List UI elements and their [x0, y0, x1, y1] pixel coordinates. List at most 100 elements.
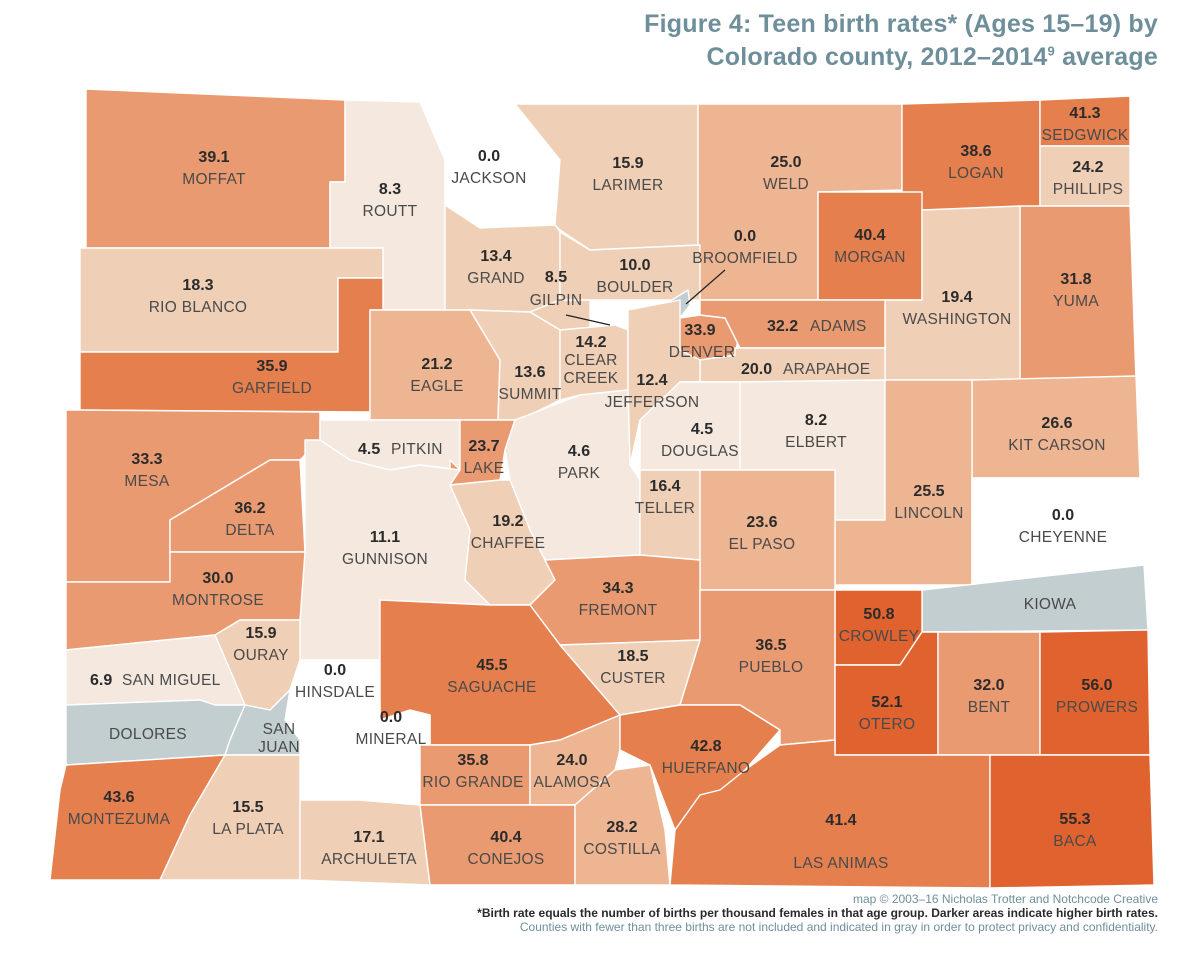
svg-text:PITKIN: PITKIN	[391, 441, 443, 458]
svg-text:6.9: 6.9	[90, 672, 112, 689]
svg-text:14.2: 14.2	[575, 334, 606, 351]
label-morgan: 40.4 MORGAN	[834, 227, 905, 266]
svg-text:34.3: 34.3	[602, 580, 633, 597]
svg-text:WASHINGTON: WASHINGTON	[903, 311, 1012, 328]
svg-text:15.5: 15.5	[232, 799, 263, 816]
svg-text:35.9: 35.9	[256, 358, 287, 375]
svg-text:18.5: 18.5	[617, 648, 648, 665]
svg-text:OURAY: OURAY	[233, 647, 288, 664]
svg-text:MONTEZUMA: MONTEZUMA	[68, 811, 171, 828]
svg-text:45.5: 45.5	[476, 657, 507, 674]
svg-text:0.0: 0.0	[380, 709, 402, 726]
label-denver: 33.9 DENVER	[669, 322, 735, 361]
gilpin-leader-line	[565, 314, 611, 326]
svg-text:ELBERT: ELBERT	[785, 434, 847, 451]
svg-text:4.5: 4.5	[691, 421, 713, 438]
svg-text:BROOMFIELD: BROOMFIELD	[692, 250, 797, 267]
svg-text:19.2: 19.2	[492, 513, 523, 530]
svg-text:0.0: 0.0	[734, 228, 756, 245]
svg-text:56.0: 56.0	[1081, 677, 1112, 694]
label-gilpin: 8.5 GILPIN	[530, 269, 582, 309]
svg-text:8.3: 8.3	[379, 181, 401, 198]
svg-text:24.0: 24.0	[556, 752, 587, 769]
svg-text:32.2: 32.2	[767, 318, 798, 335]
svg-text:KIOWA: KIOWA	[1024, 596, 1077, 613]
svg-text:15.9: 15.9	[612, 155, 643, 172]
svg-text:DENVER: DENVER	[669, 344, 735, 361]
label-otero: 52.1 OTERO	[859, 694, 915, 733]
label-weld: 25.0 WELD	[763, 154, 809, 193]
svg-text:55.3: 55.3	[1059, 811, 1090, 828]
svg-text:23.6: 23.6	[746, 514, 777, 531]
svg-text:41.4: 41.4	[825, 812, 856, 829]
svg-text:50.8: 50.8	[863, 606, 894, 623]
svg-text:ROUTT: ROUTT	[363, 203, 418, 220]
svg-text:4.6: 4.6	[568, 443, 590, 460]
svg-text:PROWERS: PROWERS	[1056, 699, 1138, 716]
svg-text:RIO GRANDE: RIO GRANDE	[422, 774, 523, 791]
svg-text:LINCOLN: LINCOLN	[894, 505, 963, 522]
svg-text:HINSDALE: HINSDALE	[295, 684, 375, 701]
label-mineral: 0.0 MINERAL	[355, 709, 426, 748]
label-logan: 38.6 LOGAN	[948, 143, 1004, 182]
county-morgan	[817, 191, 923, 301]
svg-text:MINERAL: MINERAL	[355, 731, 426, 748]
county-baca	[989, 754, 1155, 889]
label-bent: 32.0 BENT	[968, 677, 1010, 716]
svg-text:23.7: 23.7	[468, 438, 499, 455]
svg-text:ARAPAHOE: ARAPAHOE	[783, 361, 870, 378]
svg-text:21.2: 21.2	[421, 356, 452, 373]
label-jackson: 0.0 JACKSON	[451, 148, 526, 187]
broomfield-leader-line	[685, 269, 726, 305]
svg-text:16.4: 16.4	[649, 478, 680, 495]
svg-text:CUSTER: CUSTER	[600, 670, 666, 687]
label-summit: 13.6 SUMMIT	[499, 364, 562, 403]
label-dolores: DOLORES	[109, 726, 187, 743]
svg-text:BACA: BACA	[1053, 833, 1097, 850]
svg-text:WELD: WELD	[763, 176, 809, 193]
title-line-1: Figure 4: Teen birth rates* (Ages 15–19)…	[644, 10, 1158, 38]
label-park: 4.6 PARK	[558, 443, 600, 482]
svg-text:13.6: 13.6	[514, 364, 545, 381]
label-adams: 32.2 ADAMS	[767, 318, 867, 335]
county-costilla	[574, 764, 671, 886]
label-rio-grande: 35.8 RIO GRANDE	[422, 752, 523, 791]
svg-text:40.4: 40.4	[854, 227, 885, 244]
label-eagle: 21.2 EAGLE	[410, 356, 463, 395]
svg-text:32.0: 32.0	[973, 677, 1004, 694]
svg-text:SAN: SAN	[263, 721, 296, 738]
svg-text:18.3: 18.3	[182, 277, 213, 294]
svg-text:RIO BLANCO: RIO BLANCO	[149, 299, 248, 316]
svg-text:20.0: 20.0	[741, 361, 772, 378]
label-costilla: 28.2 COSTILLA	[583, 819, 660, 858]
label-cheyenne: 0.0 CHEYENNE	[1019, 507, 1107, 546]
svg-text:38.6: 38.6	[960, 143, 991, 160]
label-hinsdale: 0.0 HINSDALE	[295, 662, 375, 701]
label-kit-carson: 26.6 KIT CARSON	[1008, 415, 1105, 454]
svg-text:CROWLEY: CROWLEY	[839, 628, 919, 645]
svg-text:30.0: 30.0	[202, 570, 233, 587]
svg-text:0.0: 0.0	[1052, 507, 1074, 524]
svg-text:SAGUACHE: SAGUACHE	[447, 679, 536, 696]
svg-text:10.0: 10.0	[619, 257, 650, 274]
svg-text:PUEBLO: PUEBLO	[739, 659, 804, 676]
label-pitkin: 4.5 PITKIN	[358, 441, 443, 458]
svg-text:ADAMS: ADAMS	[810, 318, 867, 335]
svg-text:TELLER: TELLER	[635, 500, 695, 517]
svg-text:42.8: 42.8	[690, 738, 721, 755]
label-sedgwick: 41.3 SEDGWICK	[1042, 105, 1129, 144]
svg-text:LOGAN: LOGAN	[948, 165, 1004, 182]
birth-rate-note: *Birth rate equals the number of births …	[477, 906, 1158, 920]
label-las-animas: 41.4 LAS ANIMAS	[793, 812, 888, 872]
svg-text:FREMONT: FREMONT	[579, 602, 658, 619]
map-credit: map © 2003–16 Nicholas Trotter and Notch…	[852, 892, 1158, 906]
svg-text:15.9: 15.9	[245, 625, 276, 642]
svg-text:MESA: MESA	[124, 473, 169, 490]
title-line-2: Colorado county, 2012–20149 average	[706, 43, 1158, 71]
svg-text:36.5: 36.5	[755, 637, 786, 654]
svg-text:KIT CARSON: KIT CARSON	[1008, 437, 1105, 454]
svg-text:CONEJOS: CONEJOS	[467, 851, 544, 868]
label-lincoln: 25.5 LINCOLN	[894, 483, 963, 522]
svg-text:12.4: 12.4	[636, 372, 667, 389]
